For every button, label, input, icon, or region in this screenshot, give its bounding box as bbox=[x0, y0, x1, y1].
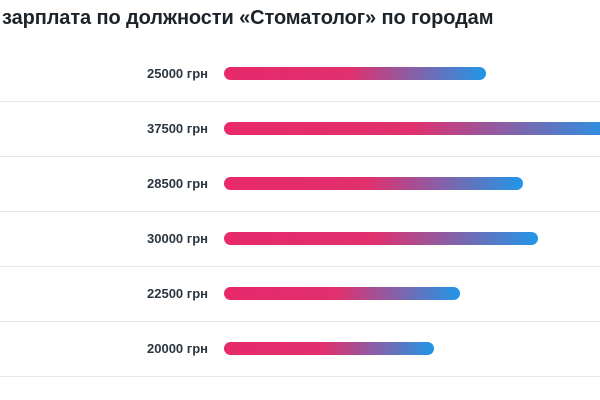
bar-row: 28500 грн bbox=[0, 157, 600, 212]
bar-rows: 25000 грн 37500 грн 28500 грн 30000 грн 2250… bbox=[0, 47, 600, 377]
chart-title: зарплата по должности «Стоматолог» по го… bbox=[2, 7, 494, 29]
bar-row: 37500 грн bbox=[0, 102, 600, 157]
bar-value-label: 37500 грн bbox=[147, 121, 208, 136]
bar-value-label: 28500 грн bbox=[147, 176, 208, 191]
bar-value-label: 22500 грн bbox=[147, 286, 208, 301]
bar-row: 30000 грн bbox=[0, 212, 600, 267]
salary-bar bbox=[224, 67, 486, 80]
bar-value-label: 20000 грн bbox=[147, 341, 208, 356]
bar-row: 22500 грн bbox=[0, 267, 600, 322]
salary-bar bbox=[224, 287, 460, 300]
bar-value-label: 30000 грн bbox=[147, 231, 208, 246]
salary-bar bbox=[224, 122, 600, 135]
bar-row: 25000 грн bbox=[0, 47, 600, 102]
bar-value-label: 25000 грн bbox=[147, 66, 208, 81]
salary-bar bbox=[224, 177, 523, 190]
salary-bar bbox=[224, 342, 434, 355]
salary-bar bbox=[224, 232, 538, 245]
bar-row: 20000 грн bbox=[0, 322, 600, 377]
